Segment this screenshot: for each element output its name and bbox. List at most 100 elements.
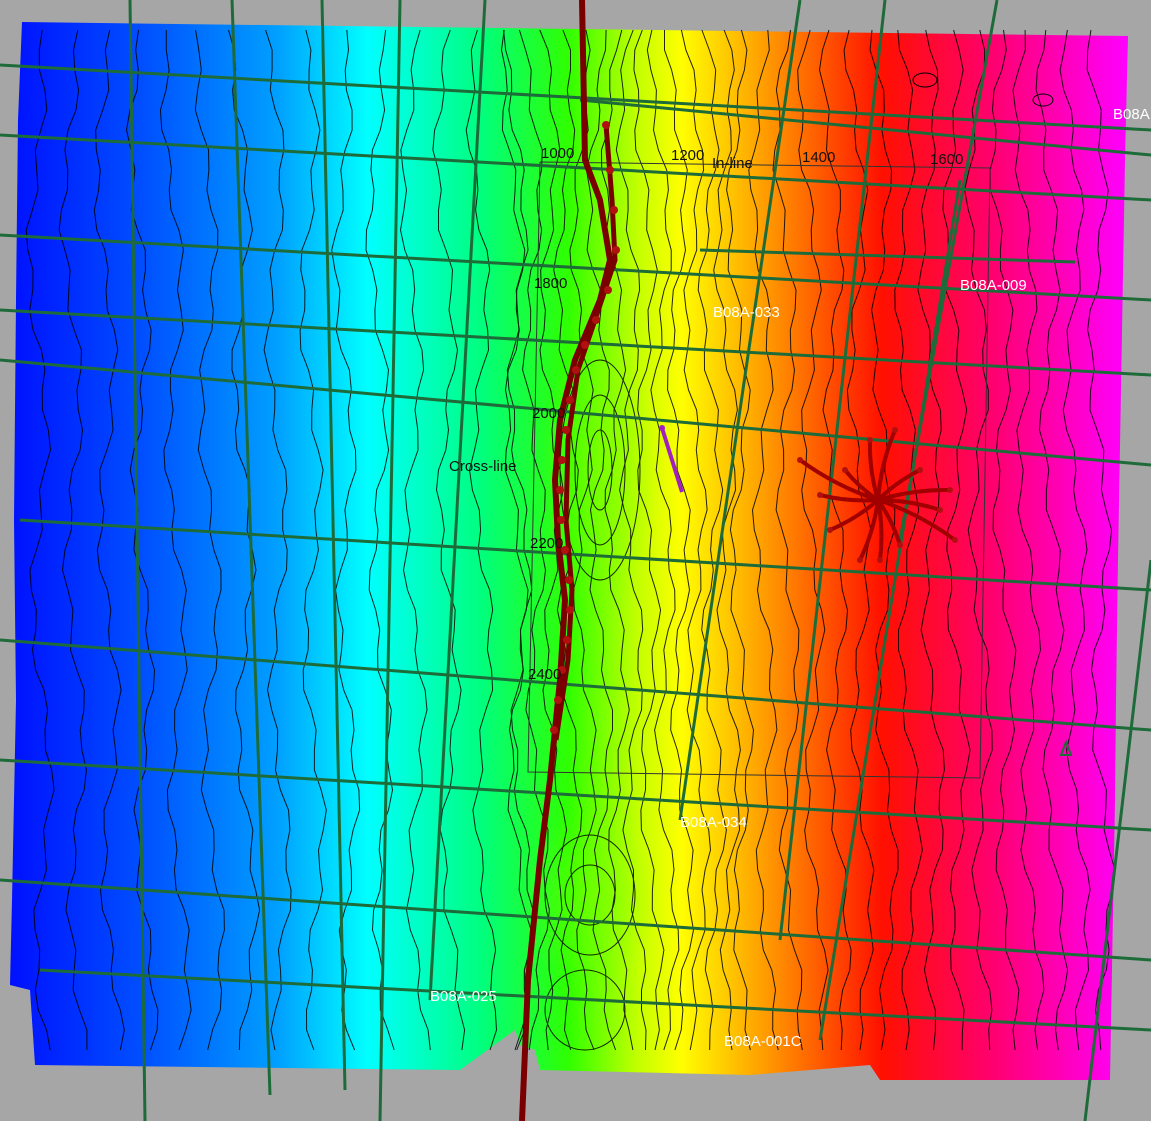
seismic-line xyxy=(378,0,402,1121)
contour-line xyxy=(569,29,597,1051)
well-ray-end xyxy=(897,542,903,548)
triangle-marker xyxy=(1059,739,1073,756)
contour-line xyxy=(194,29,225,1051)
contour-line xyxy=(726,29,755,1051)
seismic-line xyxy=(19,518,1151,592)
well-ray xyxy=(877,498,957,542)
well-ray-end xyxy=(857,557,863,563)
seismic-line xyxy=(579,98,1151,157)
contour-closure xyxy=(574,394,626,546)
well-path-main[interactable] xyxy=(519,0,618,1121)
crossline-tick-2000: 2000 xyxy=(532,405,566,422)
well-marker xyxy=(556,486,564,494)
contour-line xyxy=(917,29,945,1051)
well-marker xyxy=(581,341,589,349)
well-markers xyxy=(550,121,620,734)
contour-line xyxy=(585,29,617,1051)
seismic-line xyxy=(0,63,1151,132)
contour-line xyxy=(942,29,971,1051)
contour-line xyxy=(58,29,88,1050)
well-marker xyxy=(612,246,620,254)
contour-line xyxy=(159,30,192,1051)
well-marker xyxy=(558,456,566,464)
line-label-b08a-033[interactable]: B08A-033 xyxy=(713,304,780,321)
well-ray-end xyxy=(917,467,923,473)
well-ray-end xyxy=(877,557,883,563)
well-marker xyxy=(561,546,569,554)
well-ray-end xyxy=(892,427,898,433)
well-ray xyxy=(867,439,880,501)
contour-closure xyxy=(587,429,613,511)
contour-line xyxy=(365,29,395,1051)
highlight-segment-end xyxy=(659,425,665,431)
contour-line xyxy=(664,30,695,1051)
well-ray xyxy=(877,498,941,512)
well-ray xyxy=(829,498,880,532)
contour-line xyxy=(500,29,532,1051)
contour-closure xyxy=(559,359,641,581)
contour-line xyxy=(964,29,993,1051)
well-marker xyxy=(566,606,574,614)
well-ray xyxy=(876,468,921,502)
contour-line xyxy=(1012,29,1045,1051)
contour-line xyxy=(399,29,431,1051)
well-marker xyxy=(604,286,612,294)
surface-high-south xyxy=(520,810,660,990)
seismic-line xyxy=(128,0,147,1121)
seismic-line xyxy=(1083,559,1151,1121)
seismic-line xyxy=(0,233,1151,302)
well-ray-end xyxy=(867,437,873,443)
inline-tick-1000: 1000 xyxy=(541,145,575,162)
inline-tick-1200: 1200 xyxy=(671,147,705,164)
seismic-line xyxy=(0,358,1151,467)
well-marker xyxy=(550,726,558,734)
contour-line xyxy=(93,29,125,1051)
line-label-b08a-001c[interactable]: B08A-001C xyxy=(724,1033,802,1050)
well-ray xyxy=(798,458,879,502)
contour-line xyxy=(713,29,741,1051)
contour-closure xyxy=(544,834,636,956)
inline-tick-1400: 1400 xyxy=(802,149,836,166)
well-marker xyxy=(602,121,610,129)
seismic-line xyxy=(428,0,487,1001)
well-marker xyxy=(562,426,570,434)
seismic-line xyxy=(678,0,802,821)
well-ray xyxy=(843,468,880,502)
crossline-title: Cross-line xyxy=(449,458,517,475)
contour-line xyxy=(748,29,779,1051)
well-marker xyxy=(563,636,571,644)
well-marker xyxy=(606,166,614,174)
crossline-tick-1800: 1800 xyxy=(534,275,568,292)
seismic-line xyxy=(0,878,1151,962)
contour-line xyxy=(465,29,498,1051)
survey-outline xyxy=(527,161,991,779)
line-label-b08a-009[interactable]: B08A-009 xyxy=(960,277,1027,294)
well-ray-end xyxy=(952,537,958,543)
well-marker xyxy=(566,396,574,404)
small-closure-2 xyxy=(1032,93,1054,107)
contour-line xyxy=(503,29,536,1051)
line-label-b08a-025[interactable]: B08A-025 xyxy=(430,988,497,1005)
line-label-b08a[interactable]: B08A xyxy=(1113,106,1150,123)
contour-line xyxy=(600,29,634,1051)
line-label-b08a-034[interactable]: B08A-034 xyxy=(680,814,747,831)
contour-closure xyxy=(544,969,626,1051)
well-ray-end xyxy=(937,507,943,513)
well-ray xyxy=(876,429,897,501)
contour-closure xyxy=(564,864,616,926)
contour-line xyxy=(299,29,327,1051)
highlight-segment[interactable] xyxy=(660,427,684,493)
contour-line xyxy=(797,29,829,1051)
well-marker xyxy=(557,516,565,524)
seismic-line xyxy=(320,0,347,1091)
contour-line xyxy=(1035,29,1069,1051)
seismic-line xyxy=(0,638,1151,732)
seismic-line xyxy=(0,308,1151,377)
contour-line xyxy=(697,29,727,1051)
contour-line xyxy=(869,29,899,1051)
inline-tick-1600: 1600 xyxy=(930,151,964,168)
well-marker xyxy=(554,696,562,704)
well-cluster[interactable] xyxy=(797,427,958,563)
